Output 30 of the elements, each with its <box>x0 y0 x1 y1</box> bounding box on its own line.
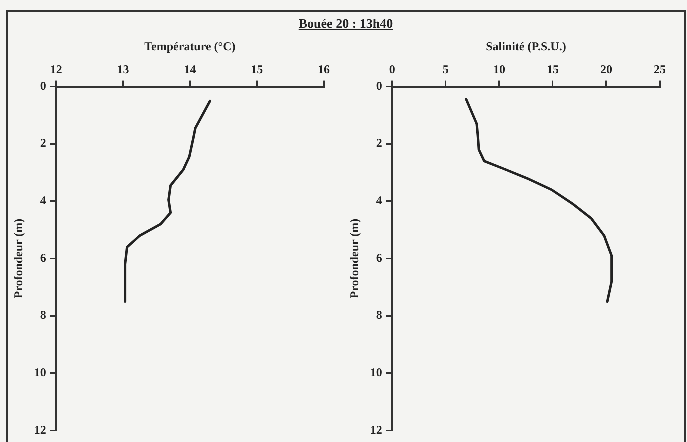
x-tick-label: 15 <box>546 62 559 77</box>
x-tick-label: 25 <box>654 62 666 77</box>
x-tick-label: 20 <box>600 62 612 77</box>
x-tick-label: 0 <box>389 62 396 77</box>
x-tick-label: 16 <box>318 62 330 77</box>
x-tick-label: 10 <box>493 62 506 77</box>
y-tick-label: 8 <box>376 308 382 322</box>
y-tick-label: 12 <box>370 422 382 437</box>
y-tick-label: 0 <box>40 78 46 93</box>
x-tick-label: 13 <box>117 62 130 77</box>
y-axis-title: Profondeur (m) <box>11 218 26 299</box>
x-tick-label: 14 <box>184 62 196 77</box>
y-tick-label: 10 <box>370 366 382 380</box>
chart-title: Bouée 20 : 13h40 <box>298 16 394 32</box>
y-tick-label: 6 <box>40 250 46 265</box>
y-tick-label: 0 <box>376 78 382 93</box>
y-axis-title: Profondeur (m) <box>347 218 362 299</box>
x-axis-title: Salinité (P.S.U.) <box>486 39 566 54</box>
y-tick-label: 6 <box>376 250 382 265</box>
x-tick-label: 5 <box>442 62 449 77</box>
y-tick-label: 2 <box>40 136 46 150</box>
y-tick-label: 12 <box>34 422 46 437</box>
x-axis-title: Température (°C) <box>144 39 236 54</box>
y-tick-label: 4 <box>40 194 46 208</box>
y-tick-label: 8 <box>40 308 46 322</box>
y-tick-label: 10 <box>34 366 46 380</box>
y-tick-label: 2 <box>376 136 382 150</box>
y-tick-label: 4 <box>376 194 382 208</box>
x-tick-label: 15 <box>251 62 264 77</box>
x-tick-label: 12 <box>50 62 62 77</box>
